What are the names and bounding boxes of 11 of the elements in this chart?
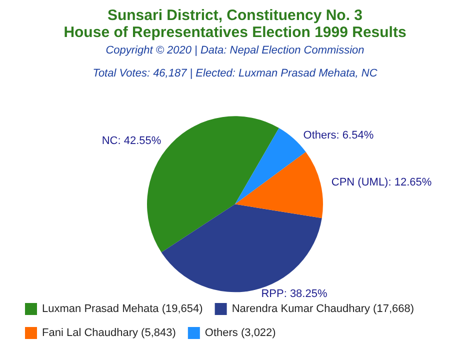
chart-subtitle: Copyright © 2020 | Data: Nepal Election Commission bbox=[106, 44, 364, 56]
chart-title: Sunsari District, Constituency No. 3 House of Representatives Election 1999 Results bbox=[64, 7, 406, 41]
legend-label: Fani Lal Chaudhary (5,843) bbox=[42, 327, 176, 339]
legend-label: Others (3,022) bbox=[204, 327, 276, 339]
data-label: CPN (UML): 12.65% bbox=[331, 176, 432, 188]
data-label: RPP: 38.25% bbox=[261, 288, 328, 300]
legend-label: Narendra Kumar Chaudhary (17,668) bbox=[232, 303, 414, 315]
text: Total Votes: 46,187 | Elected: Luxman Prasad Mehata, NC bbox=[92, 68, 378, 80]
data-label: Others: 6.54% bbox=[303, 130, 374, 142]
legend-label: Luxman Prasad Mehata (19,654) bbox=[42, 303, 203, 315]
data-label: NC: 42.55% bbox=[102, 134, 162, 147]
